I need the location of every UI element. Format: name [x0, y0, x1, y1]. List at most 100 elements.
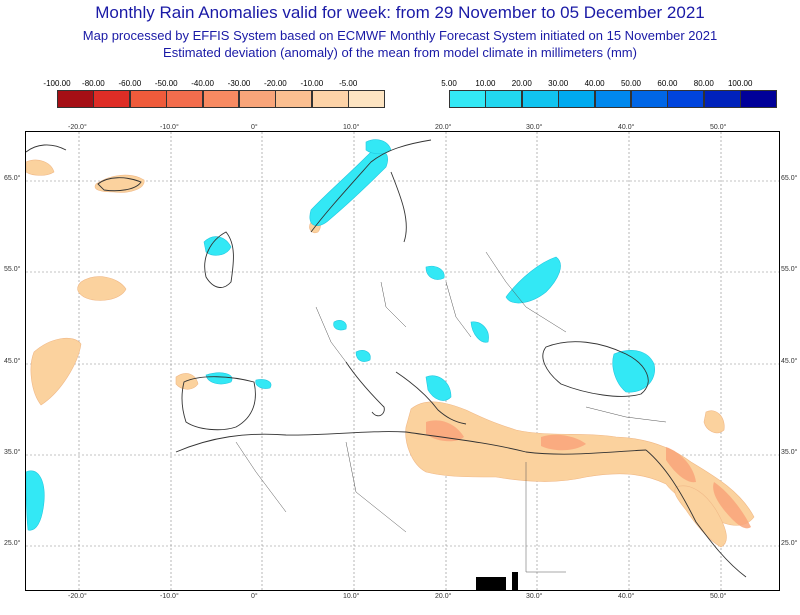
latitude-label: 35.0°	[781, 449, 798, 456]
bottom-artefact	[476, 572, 518, 590]
map-title: Monthly Rain Anomalies valid for week: f…	[95, 3, 705, 22]
border-morocco-algeria	[235, 441, 287, 513]
dry-core-levant	[666, 447, 696, 483]
longitude-label: 10.0°	[343, 124, 360, 131]
dry-area-caucasus	[703, 410, 725, 434]
coast-iberia	[181, 376, 256, 431]
dry-legend-label: -40.00	[191, 79, 214, 88]
coast-iceland	[97, 177, 142, 192]
dry-legend-label: -30.00	[227, 79, 251, 88]
latitude-label: 55.0°	[4, 266, 21, 273]
border-turkey-syria	[585, 406, 667, 423]
dry-area-atlantic-mid	[30, 337, 82, 406]
dry-legend-label: -10.00	[300, 79, 324, 88]
longitude-label: -20.0°	[68, 593, 87, 600]
wet-area-british-isles	[203, 236, 232, 256]
wet-legend-swatch	[740, 90, 778, 108]
dry-legend-label: -80.00	[82, 79, 105, 88]
coast-black-sea	[542, 341, 649, 397]
dry-area-iberia	[175, 373, 199, 390]
longitude-label: -10.0°	[160, 593, 179, 600]
wet-legend-label: 10.00	[475, 79, 496, 88]
wet-legend-swatch	[521, 90, 559, 108]
latitude-label: 55.0°	[781, 266, 798, 273]
border-egypt-sudan	[525, 462, 566, 573]
wet-legend-label: 20.00	[511, 79, 532, 88]
latitude-label: 45.0°	[4, 358, 21, 365]
artefact-spike	[512, 572, 518, 590]
wet-legend-label: 100.00	[727, 79, 753, 88]
wet-legend-label: 5.00	[441, 79, 457, 88]
wet-area-black-sea	[612, 350, 655, 393]
wet-legend-label: 60.00	[657, 79, 678, 88]
dry-area-mediterranean	[405, 401, 755, 526]
coast-greenland	[26, 144, 67, 153]
dry-area-arabia	[674, 485, 727, 548]
border-algeria-libya	[345, 441, 407, 533]
wet-legend-swatch	[631, 90, 668, 108]
longitude-label: 20.0°	[435, 124, 452, 131]
longitude-label: 0°	[251, 124, 258, 131]
dry-legend-swatch	[93, 90, 131, 108]
dry-legend-swatch	[275, 90, 313, 108]
wet-legend-swatch	[449, 90, 486, 108]
longitude-label: 40.0°	[618, 124, 635, 131]
longitude-label: 20.0°	[435, 593, 452, 600]
longitude-label: 50.0°	[710, 593, 727, 600]
wet-area-central-europe	[505, 256, 561, 304]
longitude-label: 40.0°	[618, 593, 635, 600]
longitude-label: -10.0°	[160, 124, 179, 131]
longitude-label: 10.0°	[343, 593, 360, 600]
latitude-label: 65.0°	[781, 175, 798, 182]
strong-dry-anomaly-areas	[426, 420, 751, 529]
dry-legend-swatch	[57, 90, 94, 108]
dry-legend-swatch	[239, 90, 276, 108]
wet-area-balkans	[425, 375, 452, 401]
longitude-label: -20.0°	[68, 124, 87, 131]
latitude-label: 65.0°	[4, 175, 21, 182]
dry-core-arabia	[713, 482, 751, 529]
wet-area-iberian-coast	[205, 372, 233, 385]
wet-area-baltic	[425, 265, 445, 280]
longitude-label: 0°	[251, 593, 258, 600]
coast-balkans	[395, 371, 467, 425]
dry-legend-swatch	[311, 90, 349, 108]
dry-legend-swatch	[348, 90, 386, 108]
wet-legend-swatch	[667, 90, 705, 108]
wet-legend-swatch	[485, 90, 523, 108]
graticule	[26, 132, 779, 590]
border-poland-ukraine	[445, 281, 472, 338]
dry-legend-label: -100.00	[43, 79, 71, 88]
dry-area-atlantic-north	[77, 276, 127, 301]
wet-legend-label: 80.00	[693, 79, 714, 88]
country-borders	[235, 251, 667, 573]
artefact-block	[476, 577, 506, 590]
wet-area-channel	[333, 320, 347, 331]
wet-legend-swatch	[703, 90, 741, 108]
latitude-label: 25.0°	[4, 540, 21, 547]
map-description: Estimated deviation (anomaly) of the mea…	[163, 45, 637, 60]
border-france-germany	[315, 306, 347, 363]
dry-legend-label: -5.00	[339, 79, 358, 88]
latitude-label: 25.0°	[781, 540, 798, 547]
dry-area-greenland-sea	[26, 159, 55, 176]
wet-legend-label: 40.00	[584, 79, 605, 88]
wet-legend-label: 50.00	[620, 79, 642, 88]
wet-legend-swatch	[594, 90, 632, 108]
dry-legend-label: -60.00	[118, 79, 142, 88]
coast-north-africa	[175, 431, 647, 455]
coast-italy	[345, 361, 385, 417]
dry-anomaly-areas	[26, 159, 755, 548]
coast-arabia	[645, 449, 747, 578]
wet-area-carpathians	[470, 321, 489, 343]
coast-british-isles	[204, 231, 234, 288]
wet-area-atlantic-south	[26, 470, 45, 531]
wet-anomaly-areas	[26, 139, 655, 531]
wet-area-northern-italy	[355, 350, 371, 362]
longitude-label: 50.0°	[710, 124, 727, 131]
latitude-label: 35.0°	[4, 449, 21, 456]
wet-legend-label: 30.00	[548, 79, 569, 88]
border-germany-poland	[380, 281, 407, 328]
dry-legend-swatch	[202, 90, 240, 108]
longitude-label: 30.0°	[526, 124, 543, 131]
